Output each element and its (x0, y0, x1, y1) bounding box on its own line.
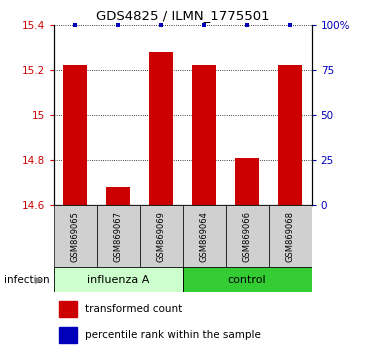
Bar (226, 205, 269, 267)
Bar (183, 205, 226, 267)
Bar (63, 65, 87, 205)
Bar (150, 52, 173, 205)
Text: GSM869065: GSM869065 (71, 211, 80, 262)
Bar (59, 327, 77, 343)
Bar (235, 158, 259, 205)
Text: percentile rank within the sample: percentile rank within the sample (85, 330, 260, 341)
Text: infection: infection (4, 275, 49, 285)
Bar (278, 65, 302, 205)
Bar (97, 205, 140, 267)
Bar (193, 65, 216, 205)
Text: control: control (228, 275, 266, 285)
Title: GDS4825 / ILMN_1775501: GDS4825 / ILMN_1775501 (96, 9, 269, 22)
Bar (183, 267, 312, 292)
Text: GSM869069: GSM869069 (157, 211, 166, 262)
Text: GSM869066: GSM869066 (243, 211, 252, 262)
Text: transformed count: transformed count (85, 304, 182, 314)
Text: GSM869064: GSM869064 (200, 211, 209, 262)
Bar (54, 267, 183, 292)
Text: GSM869068: GSM869068 (286, 211, 295, 262)
Bar (106, 187, 130, 205)
Text: GSM869067: GSM869067 (114, 211, 123, 262)
Bar (54, 205, 97, 267)
Bar (59, 301, 77, 317)
Bar (269, 205, 312, 267)
Text: influenza A: influenza A (87, 275, 150, 285)
Text: ▶: ▶ (35, 275, 43, 285)
Bar (140, 205, 183, 267)
